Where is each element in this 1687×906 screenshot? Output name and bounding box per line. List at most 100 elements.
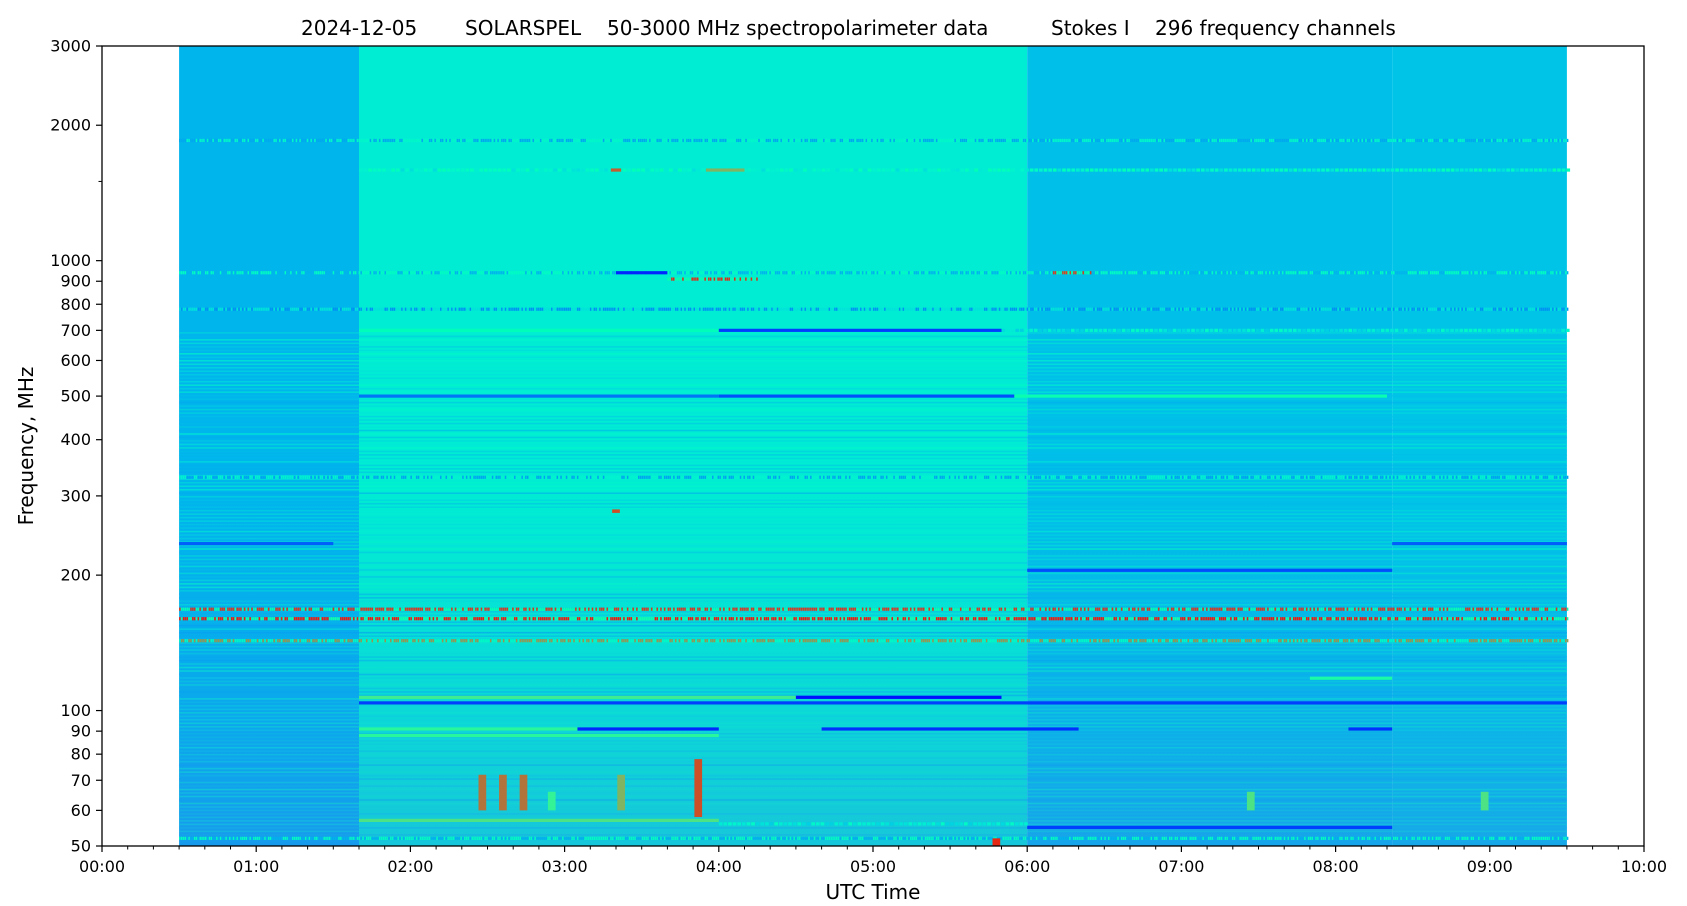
band-segment [1465, 307, 1467, 311]
band-segment [1148, 138, 1151, 143]
band-segment [1239, 271, 1241, 275]
band-segment [734, 271, 736, 275]
band-segment [978, 475, 980, 479]
band-segment [911, 138, 914, 143]
band-segment [1043, 307, 1045, 311]
band-segment [501, 271, 503, 275]
band-segment [225, 607, 227, 611]
band-segment [330, 617, 333, 621]
band-segment [1307, 138, 1310, 143]
band-segment [1193, 475, 1195, 479]
band-segment [269, 617, 272, 621]
band-segment [180, 617, 183, 621]
band-segment [996, 617, 999, 621]
band-segment [600, 307, 603, 311]
band-segment [841, 307, 844, 311]
band-segment [654, 475, 657, 479]
band-segment [271, 307, 274, 311]
band-segment [275, 607, 277, 611]
band-segment [1207, 607, 1210, 611]
band-segment [1259, 307, 1262, 311]
band-segment [730, 607, 732, 611]
band-segment [1437, 307, 1439, 311]
band-segment [823, 138, 825, 143]
band-segment [1052, 271, 1055, 275]
band-segment [826, 475, 829, 479]
band-segment [437, 168, 442, 172]
band-segment [563, 307, 566, 311]
band-segment [1052, 138, 1054, 143]
band-segment [749, 607, 751, 611]
band-segment [506, 617, 509, 621]
band-segment [837, 307, 840, 311]
band-segment [704, 277, 706, 281]
band-segment [517, 607, 520, 611]
band-segment [308, 607, 311, 611]
band-segment [552, 475, 555, 479]
band-segment [675, 307, 677, 311]
band-segment [843, 607, 845, 611]
band-segment [221, 475, 224, 479]
band-segment [1222, 617, 1225, 621]
band-segment [1091, 138, 1093, 143]
band-segment [1085, 307, 1088, 311]
band-segment [1311, 168, 1316, 172]
band-segment [563, 475, 566, 479]
band-segment [1463, 475, 1465, 479]
band-segment [1300, 138, 1302, 143]
band-segment [881, 168, 886, 172]
band-segment [1413, 607, 1415, 611]
band-segment [1483, 607, 1486, 611]
band-segment [1553, 138, 1556, 143]
band-segment [675, 271, 677, 275]
band-segment [717, 607, 720, 611]
band-segment [1341, 271, 1343, 275]
band-segment [900, 617, 903, 621]
band-segment [471, 607, 473, 611]
band-segment [878, 138, 881, 143]
band-segment [1489, 607, 1491, 611]
band-segment [395, 607, 398, 611]
band-segment [1115, 271, 1117, 275]
band-segment [1048, 138, 1051, 143]
band-segment [1137, 617, 1140, 621]
band-segment [730, 138, 732, 143]
band-segment [471, 617, 473, 621]
band-segment [438, 138, 440, 143]
band-segment [687, 607, 690, 611]
band-segment [732, 138, 734, 143]
band-segment [271, 475, 274, 479]
band-segment [569, 617, 572, 621]
band-segment [689, 307, 692, 311]
band-segment [465, 475, 468, 479]
band-segment [612, 607, 614, 611]
band-segment [230, 138, 233, 143]
band-segment [1448, 307, 1450, 311]
band-segment [702, 271, 705, 275]
band-segment [238, 607, 240, 611]
band-segment [1128, 617, 1130, 621]
band-segment [1276, 607, 1278, 611]
band-segment [900, 607, 903, 611]
band-segment [558, 307, 560, 311]
band-segment [1030, 475, 1032, 479]
band-segment [1433, 475, 1436, 479]
band-segment [1154, 271, 1156, 275]
band-segment [247, 138, 250, 143]
band-segment [454, 475, 457, 479]
band-segment [922, 617, 925, 621]
band-segment [1071, 168, 1076, 172]
band-segment [460, 138, 462, 143]
band-segment [552, 271, 555, 275]
band-segment [619, 138, 621, 143]
band-segment [328, 307, 331, 311]
band-segment [1450, 475, 1452, 479]
band-segment [1043, 328, 1047, 332]
band-segment [1174, 271, 1177, 275]
band-segment [180, 475, 183, 479]
spectral-band [1001, 328, 1570, 332]
band-segment [1368, 607, 1371, 611]
band-segment [1331, 475, 1334, 479]
band-segment [1132, 617, 1134, 621]
band-segment [573, 271, 575, 275]
